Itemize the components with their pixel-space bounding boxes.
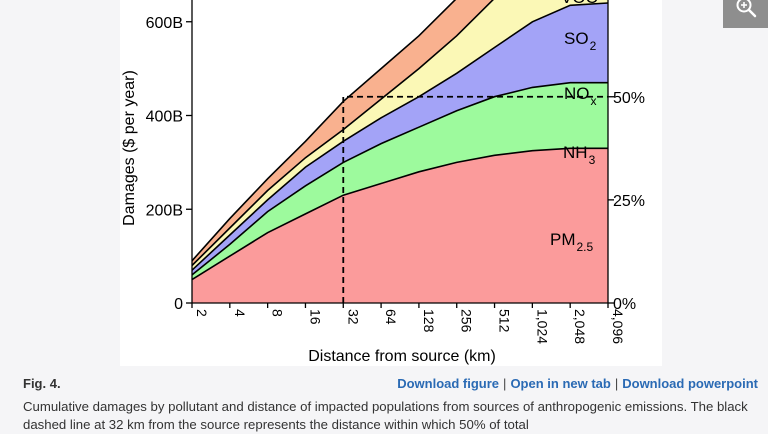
x-tick-label: 2	[194, 309, 210, 317]
link-separator: |	[503, 376, 507, 391]
x-tick-label: 4	[232, 309, 248, 317]
series-boundary-line	[191, 2, 609, 271]
series-voc-area	[192, 0, 493, 266]
x-tick-label: 8	[270, 309, 286, 317]
x-axis-label: Distance from source (km)	[308, 348, 496, 365]
x-tick-label: 256	[459, 309, 475, 333]
series-label: SO2	[564, 29, 597, 53]
series-boundary-line	[191, 147, 608, 281]
x-tick-label: 512	[497, 309, 513, 333]
series-boundary-line	[191, 0, 494, 267]
zoom-button[interactable]	[723, 0, 768, 28]
y-axis-label: Damages ($ per year)	[121, 70, 138, 226]
x-tick-label: 4,096	[610, 309, 626, 344]
series-label: VOC	[561, 0, 598, 7]
x-tick-label: 128	[421, 309, 437, 333]
series-nox-area	[192, 3, 608, 275]
download-figure-link[interactable]: Download figure	[397, 376, 500, 391]
reference-dashed-line	[342, 95, 608, 303]
open-new-tab-link[interactable]: Open in new tab	[510, 376, 611, 391]
figure-panel: 0200B400B600B800B0%25%50%75%248163264128…	[120, 0, 768, 366]
x-tick-label: 2,048	[572, 309, 588, 344]
x-tick-label: 1,024	[534, 309, 550, 344]
y2-tick-label: 75%	[613, 0, 645, 4]
y2-tick-label: 50%	[613, 90, 645, 107]
series-nh3-area	[192, 82, 608, 280]
x-tick-label: 64	[383, 309, 399, 325]
figure-label: Fig. 4.	[23, 376, 61, 391]
chart: 0200B400B600B800B0%25%50%75%248163264128…	[121, 0, 645, 365]
series-boundary-line	[191, 81, 608, 276]
y-tick-label: 200B	[146, 202, 183, 219]
magnify-plus-icon	[736, 0, 757, 18]
y-tick-label: 600B	[146, 15, 183, 32]
figure-caption: Cumulative damages by pollutant and dist…	[23, 399, 748, 432]
y2-tick-label: 0%	[613, 296, 636, 313]
y-tick-label: 400B	[146, 109, 183, 126]
series-pm25-area	[192, 148, 608, 303]
series-boundary-line	[191, 0, 457, 262]
x-tick-label: 16	[307, 309, 323, 325]
y2-tick-label: 25%	[613, 193, 645, 210]
figure-links: Download figure | Open in new tab | Download…	[397, 376, 758, 391]
series-label: NOx	[564, 84, 597, 108]
link-separator: |	[614, 376, 619, 391]
x-tick-label: 32	[345, 309, 361, 325]
y-tick-label: 0	[174, 296, 183, 313]
series-label: NH3	[563, 143, 596, 167]
download-powerpoint-link[interactable]: Download powerpoint	[622, 376, 758, 391]
series-label: PM2.5	[550, 230, 594, 254]
